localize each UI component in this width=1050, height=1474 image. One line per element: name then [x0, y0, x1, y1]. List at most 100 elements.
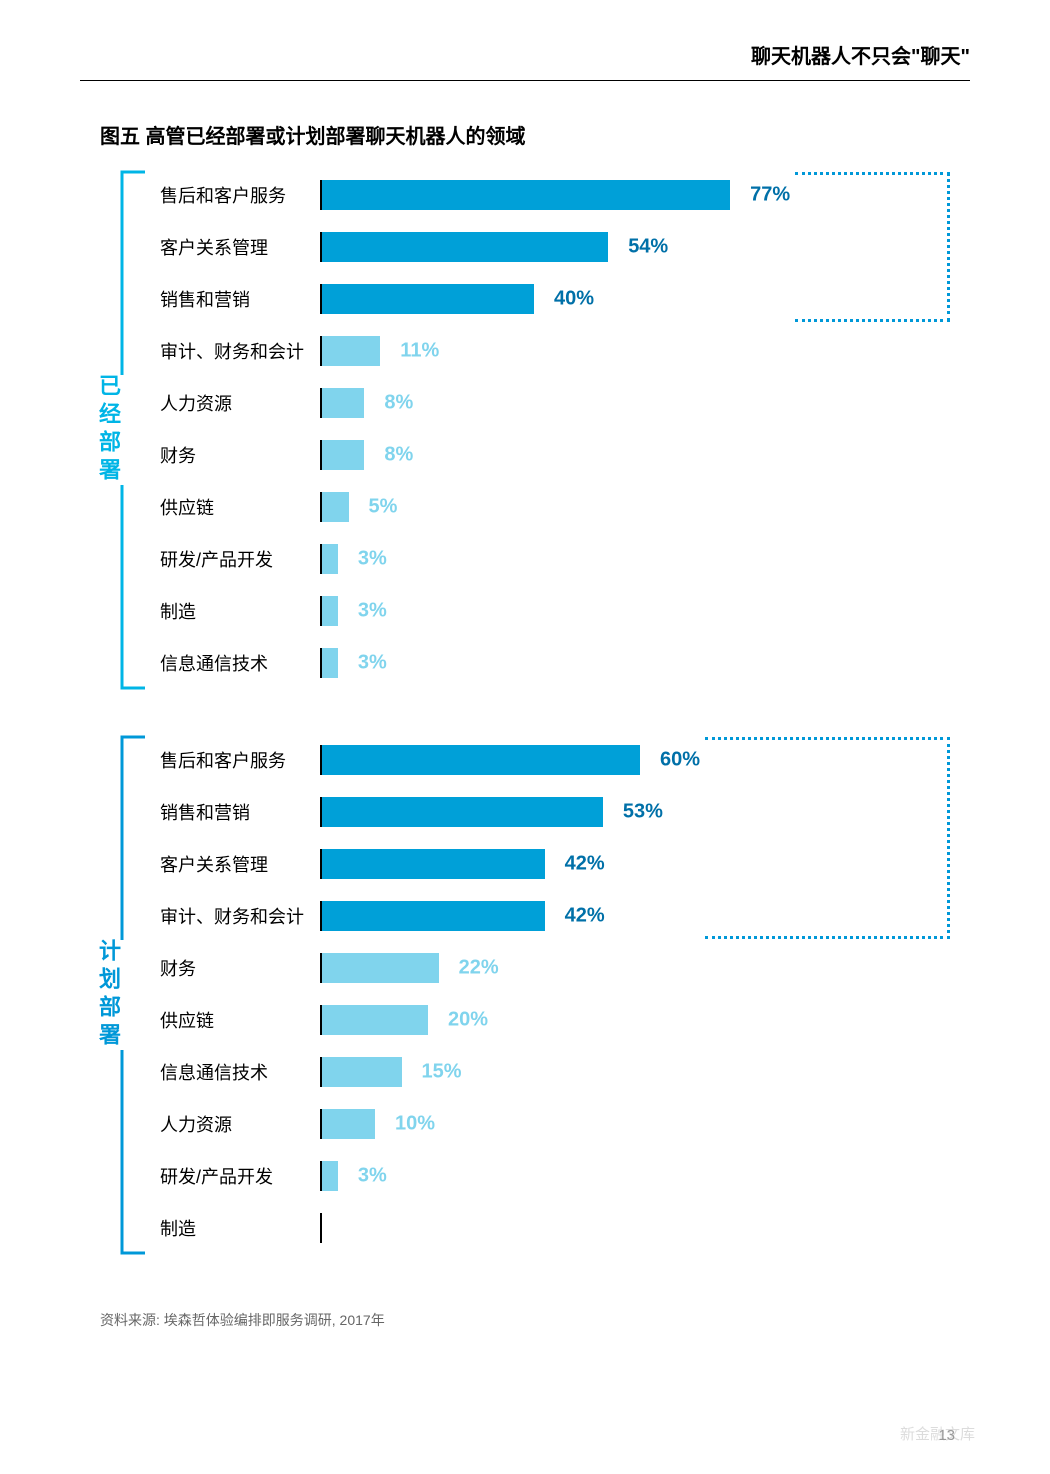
bar-row: 审计、财务和会计 42% [160, 891, 950, 941]
bar-row: 客户关系管理 54% [160, 222, 950, 272]
bar [322, 388, 364, 418]
bar-value: 77% [750, 184, 790, 207]
bar-value: 20% [448, 1009, 488, 1032]
bar-label: 客户关系管理 [160, 851, 320, 877]
bar-label: 信息通信技术 [160, 650, 320, 676]
bar-area: 8% [320, 440, 950, 470]
bar-area: 54% [320, 232, 950, 262]
bar-row: 研发/产品开发3% [160, 534, 950, 584]
bar-value: 11% [400, 340, 439, 363]
page-header: 聊天机器人不只会"聊天" [751, 40, 970, 69]
bar [322, 901, 545, 931]
bar [322, 1005, 428, 1035]
bar [322, 440, 364, 470]
bar-row: 供应链 20% [160, 995, 950, 1045]
bar-row: 销售和营销 40% [160, 274, 950, 324]
bar-label: 信息通信技术 [160, 1059, 320, 1085]
bar-label: 供应链 [160, 494, 320, 520]
bar-label: 审计、财务和会计 [160, 903, 320, 929]
bar-label: 售后和客户服务 [160, 747, 320, 773]
bar-row: 人力资源 10% [160, 1099, 950, 1149]
bar-area: 10% [320, 1109, 950, 1139]
section-label-deployed: 已经部署 [92, 374, 124, 486]
bar-area: 15% [320, 1057, 950, 1087]
bar [322, 953, 439, 983]
bar-row: 客户关系管理 42% [160, 839, 950, 889]
bar-value: 40% [554, 288, 594, 311]
bar [322, 797, 603, 827]
bar-area: 40% [320, 284, 950, 314]
section-label-planned: 计划部署 [92, 939, 124, 1051]
bar-label: 人力资源 [160, 390, 320, 416]
chart-section-planned: 计划部署售后和客户服务60%销售和营销53%客户关系管理42%审计、财务和会计4… [100, 735, 950, 1255]
bar-row: 供应链 5% [160, 482, 950, 532]
bar-label: 研发/产品开发 [160, 546, 320, 572]
bar-value: 3% [358, 1165, 387, 1188]
bars-planned: 售后和客户服务 60% 销售和营销53% 客户关系管理 42% 审计、财务和会计 42% 财务… [160, 735, 950, 1253]
bar-label: 人力资源 [160, 1111, 320, 1137]
page-number: 13 [938, 1427, 955, 1444]
bars-deployed: 售后和客户服务77%客户关系管理54%销售和营销40%审计、财务和会计11%人力… [160, 170, 950, 688]
bar-area: 42% [320, 901, 950, 931]
bar-area: 53% [320, 797, 950, 827]
bar [322, 648, 338, 678]
bar-label: 客户关系管理 [160, 234, 320, 260]
bar-area: 60% [320, 745, 950, 775]
bar-value: 8% [384, 392, 413, 415]
bar-value: 3% [358, 600, 387, 623]
bar [322, 1057, 402, 1087]
bar-label: 制造 [160, 598, 320, 624]
bar-area: 3% [320, 596, 950, 626]
bar-value: 42% [565, 853, 605, 876]
bar-value: 15% [422, 1061, 462, 1084]
bar-value: 54% [628, 236, 668, 259]
bar-row: 制造 [160, 1203, 950, 1253]
bar-area: 11% [320, 336, 950, 366]
bar-area: 3% [320, 1161, 950, 1191]
bar-value: 53% [623, 801, 663, 824]
bar-label: 制造 [160, 1215, 320, 1241]
bar-label: 研发/产品开发 [160, 1163, 320, 1189]
bar-value: 8% [384, 444, 413, 467]
bar [322, 1161, 338, 1191]
bar-value: 3% [358, 652, 387, 675]
bar-label: 销售和营销 [160, 286, 320, 312]
bar-label: 财务 [160, 955, 320, 981]
bar-area: 8% [320, 388, 950, 418]
bar-row: 售后和客户服务 60% [160, 735, 950, 785]
bar-row: 研发/产品开发 3% [160, 1151, 950, 1201]
bar [322, 180, 730, 210]
bar-row: 财务22% [160, 943, 950, 993]
chart-section-deployed: 已经部署售后和客户服务77%客户关系管理54%销售和营销40%审计、财务和会计1… [100, 170, 950, 690]
bar-value: 10% [395, 1113, 435, 1136]
bar-area: 3% [320, 544, 950, 574]
bar-area: 5% [320, 492, 950, 522]
bar-row: 财务 8% [160, 430, 950, 480]
bar-label: 财务 [160, 442, 320, 468]
chart-title: 图五 高管已经部署或计划部署聊天机器人的领域 [100, 120, 526, 149]
bar-row: 售后和客户服务 77% [160, 170, 950, 220]
source-text: 资料来源: 埃森哲体验编排即服务调研, 2017年 [100, 1310, 385, 1330]
bar-row: 人力资源 8% [160, 378, 950, 428]
bar-row: 信息通信技术 15% [160, 1047, 950, 1097]
bar-area [320, 1213, 950, 1243]
bar [322, 336, 380, 366]
bar-value: 60% [660, 749, 700, 772]
bar-label: 售后和客户服务 [160, 182, 320, 208]
bar [322, 232, 608, 262]
bar-row: 销售和营销53% [160, 787, 950, 837]
bar-label: 供应链 [160, 1007, 320, 1033]
bar-row: 审计、财务和会计11% [160, 326, 950, 376]
bar-row: 信息通信技术 3% [160, 638, 950, 688]
header-divider [80, 80, 970, 81]
bar-value: 42% [565, 905, 605, 928]
bar-row: 制造 3% [160, 586, 950, 636]
bar [322, 544, 338, 574]
bar [322, 492, 349, 522]
bar-area: 22% [320, 953, 950, 983]
bar-area: 42% [320, 849, 950, 879]
bar [322, 596, 338, 626]
bar-value: 5% [369, 496, 398, 519]
bar-area: 3% [320, 648, 950, 678]
bar-area: 77% [320, 180, 950, 210]
